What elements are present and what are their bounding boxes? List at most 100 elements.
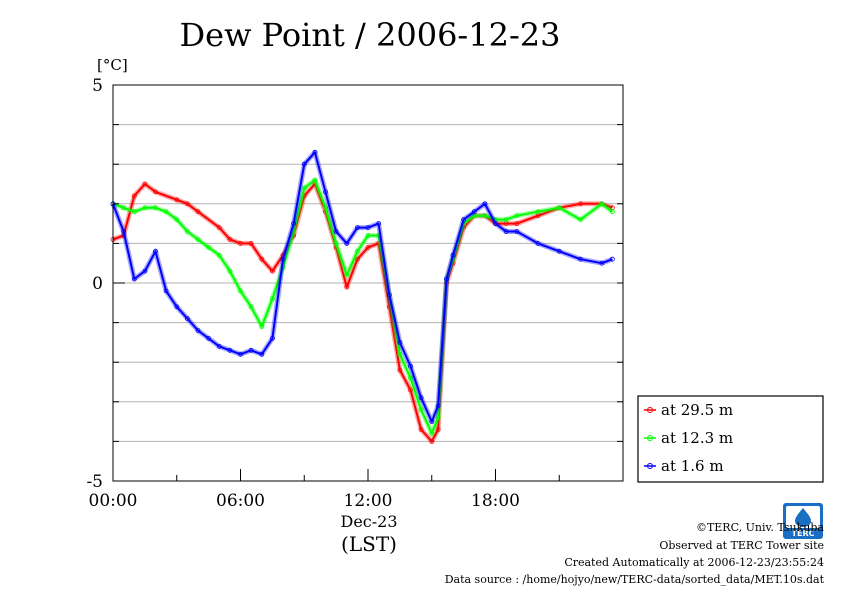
gridlines	[113, 124, 623, 442]
data-point	[195, 236, 201, 242]
data-point	[333, 240, 339, 246]
data-point	[269, 296, 275, 302]
data-point	[206, 244, 212, 250]
data-point	[482, 213, 488, 219]
data-point	[418, 407, 424, 413]
data-point	[206, 335, 212, 341]
data-point	[397, 367, 403, 373]
legend-label: at 1.6 m	[661, 457, 724, 475]
data-point	[153, 189, 158, 195]
legend-marker	[647, 463, 653, 469]
data-point	[312, 149, 318, 155]
data-point	[408, 375, 413, 381]
data-point	[482, 201, 488, 207]
data-point	[238, 351, 243, 357]
data-point	[291, 221, 297, 227]
legend-label: at 29.5 m	[661, 401, 733, 419]
data-point	[195, 328, 201, 333]
data-point	[461, 217, 467, 223]
data-point	[578, 217, 583, 223]
data-point	[418, 427, 424, 432]
legend-label: at 12.3 m	[661, 429, 733, 447]
data-point	[333, 229, 339, 234]
data-point	[131, 276, 137, 282]
data-point	[174, 197, 180, 203]
data-point	[514, 229, 520, 234]
series-band	[112, 181, 614, 444]
data-point	[535, 240, 541, 246]
data-point	[397, 339, 403, 345]
data-point	[365, 225, 371, 231]
data-point	[142, 181, 148, 187]
series-3	[110, 149, 615, 425]
logo-text: TERC	[792, 529, 815, 538]
data-point	[354, 225, 360, 231]
data-point	[435, 403, 441, 409]
data-point	[344, 240, 350, 246]
data-point	[269, 335, 275, 341]
series-band	[110, 149, 614, 425]
data-point	[121, 229, 126, 234]
data-point	[301, 185, 307, 191]
credit-source: Data source : /home/hojyo/new/TERC-data/…	[444, 573, 824, 586]
data-point	[227, 236, 233, 242]
data-point	[514, 221, 520, 227]
x-tick-label: 18:00	[471, 491, 520, 511]
series-lines	[110, 149, 615, 444]
y-axis-label: [°C]	[97, 56, 128, 74]
data-point	[535, 209, 541, 215]
data-point	[556, 205, 562, 211]
data-point	[397, 351, 403, 357]
legend-box	[637, 395, 824, 483]
data-point	[435, 427, 441, 432]
terc-logo: TERC	[783, 503, 823, 539]
data-point	[599, 201, 605, 207]
x-tick-label: 12:00	[344, 491, 393, 511]
data-point	[471, 209, 477, 215]
axis-ticks: 5 0 -500:00 06:00 12:00 18:00	[86, 76, 624, 511]
data-point	[578, 201, 583, 207]
data-point	[121, 205, 126, 211]
data-point	[503, 217, 509, 223]
data-point	[344, 272, 350, 278]
data-point	[174, 217, 180, 223]
terc-logo-icon: TERC	[783, 503, 823, 539]
data-point	[259, 256, 265, 262]
data-point	[408, 363, 413, 369]
data-point	[131, 209, 137, 215]
legend: at 29.5 m at 12.3 m at 1.6 m	[637, 395, 824, 483]
data-point	[163, 288, 169, 294]
y-tick-label: 5	[92, 76, 103, 96]
data-point	[312, 177, 318, 183]
x-axis-date-label: Dec-23	[340, 512, 397, 531]
data-point	[248, 304, 254, 310]
data-point	[323, 189, 328, 195]
data-point	[418, 395, 424, 401]
data-point	[163, 209, 169, 215]
data-point	[450, 252, 456, 258]
data-point	[259, 351, 265, 357]
x-tick-label: 06:00	[216, 491, 265, 511]
data-point	[238, 288, 243, 294]
data-point	[238, 240, 243, 246]
data-point	[365, 244, 371, 250]
legend-marker	[647, 407, 653, 413]
data-point	[142, 205, 148, 211]
series-line	[112, 183, 613, 443]
data-point	[184, 229, 190, 234]
data-point	[131, 193, 137, 199]
legend-marker	[647, 435, 653, 441]
data-point	[429, 438, 435, 444]
data-point	[227, 347, 233, 353]
data-point	[556, 248, 562, 254]
x-tick-label: 00:00	[89, 491, 138, 511]
credit-created: Created Automatically at 2006-12-23/23:5…	[564, 556, 824, 569]
series-line	[112, 151, 613, 423]
data-point	[514, 213, 520, 219]
data-point	[344, 284, 350, 290]
data-point	[216, 225, 222, 231]
data-point	[610, 256, 615, 262]
credit-copyright: ©TERC, Univ. Tsukuba	[695, 521, 824, 534]
data-point	[216, 343, 222, 349]
data-point	[599, 260, 605, 266]
